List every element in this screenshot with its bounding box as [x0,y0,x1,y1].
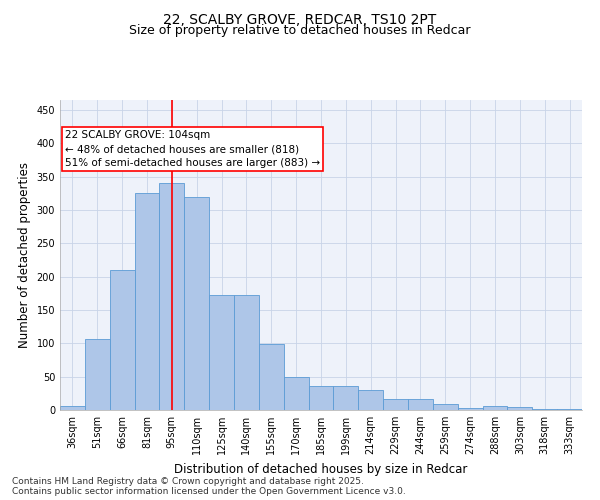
Bar [358,390,383,410]
Bar [160,184,184,410]
Bar [532,408,557,410]
Bar [482,406,508,410]
Bar [433,404,458,410]
Bar [308,386,334,410]
Bar [408,400,433,410]
Text: 22 SCALBY GROVE: 104sqm
← 48% of detached houses are smaller (818)
51% of semi-d: 22 SCALBY GROVE: 104sqm ← 48% of detache… [65,130,320,168]
Bar [284,376,308,410]
Y-axis label: Number of detached properties: Number of detached properties [18,162,31,348]
Text: Contains public sector information licensed under the Open Government Licence v3: Contains public sector information licen… [12,487,406,496]
Bar [184,196,209,410]
Bar [383,400,408,410]
Bar [85,340,110,410]
Bar [458,408,482,410]
Text: Size of property relative to detached houses in Redcar: Size of property relative to detached ho… [129,24,471,37]
Bar [60,406,85,410]
Bar [334,386,358,410]
X-axis label: Distribution of detached houses by size in Redcar: Distribution of detached houses by size … [175,462,467,475]
Bar [234,294,259,410]
Text: Contains HM Land Registry data © Crown copyright and database right 2025.: Contains HM Land Registry data © Crown c… [12,477,364,486]
Bar [557,408,582,410]
Bar [259,344,284,410]
Text: 22, SCALBY GROVE, REDCAR, TS10 2PT: 22, SCALBY GROVE, REDCAR, TS10 2PT [163,12,437,26]
Bar [110,270,134,410]
Bar [209,294,234,410]
Bar [508,406,532,410]
Bar [134,194,160,410]
